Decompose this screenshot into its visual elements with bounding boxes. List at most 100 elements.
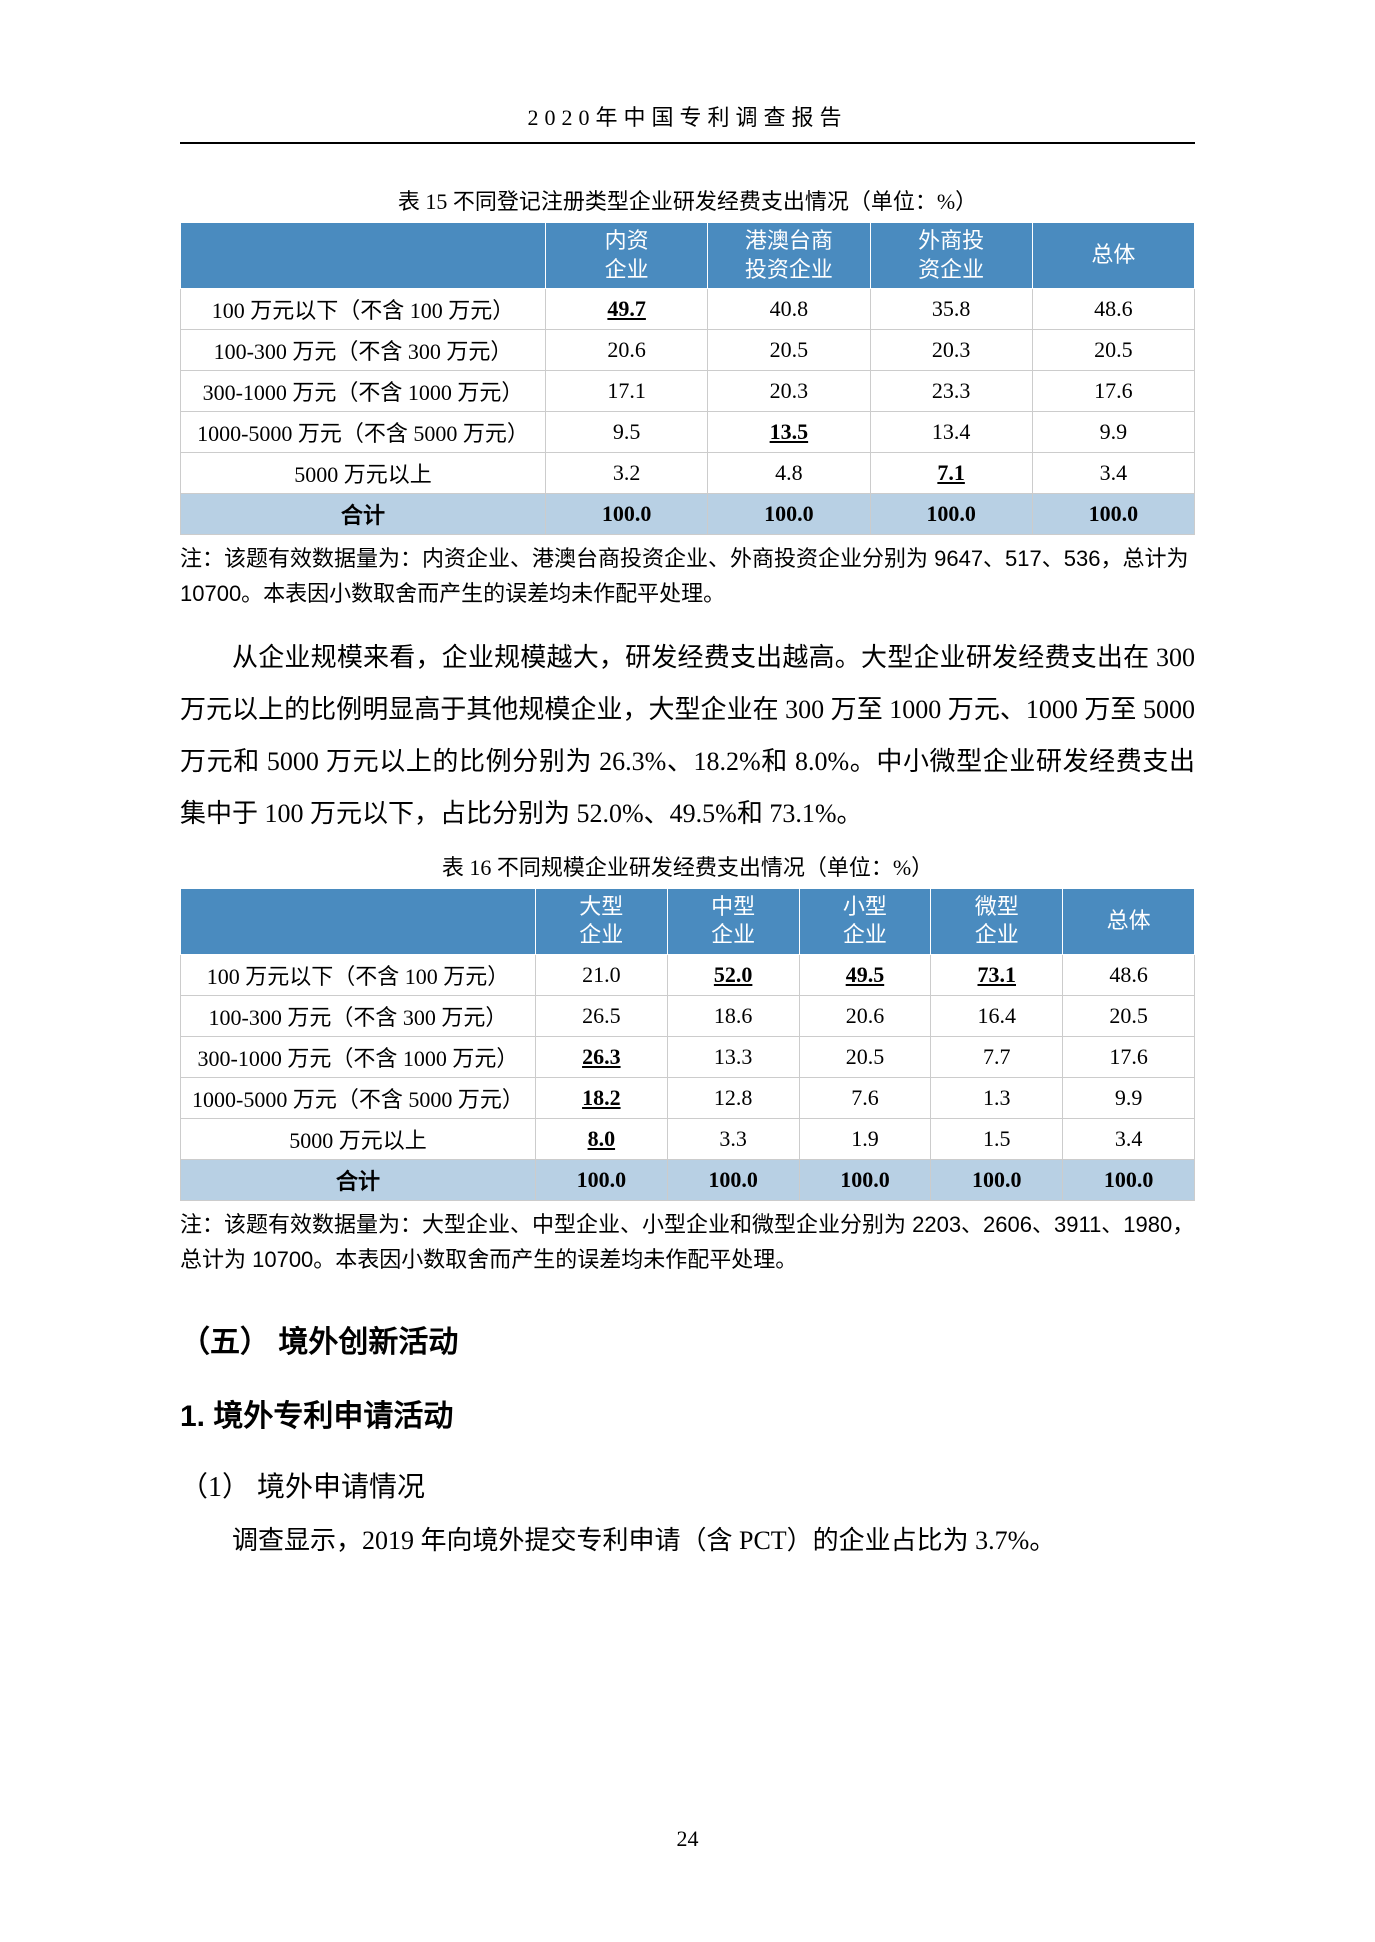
- table15-note: 注：该题有效数据量为：内资企业、港澳台商投资企业、外商投资企业分别为 9647、…: [180, 541, 1195, 611]
- data-cell: 13.4: [870, 412, 1032, 453]
- column-header: 微型企业: [931, 888, 1063, 954]
- column-header: 内资企业: [546, 223, 708, 289]
- table-row: 100 万元以下（不含 100 万元）21.052.049.573.148.6: [181, 954, 1195, 995]
- column-header: 总体: [1063, 888, 1195, 954]
- total-cell: 100.0: [708, 494, 870, 535]
- data-cell: 20.3: [708, 371, 870, 412]
- row-label: 100-300 万元（不含 300 万元）: [181, 330, 546, 371]
- total-cell: 100.0: [667, 1159, 799, 1200]
- data-cell: 20.5: [708, 330, 870, 371]
- total-cell: 100.0: [931, 1159, 1063, 1200]
- table16: 大型企业中型企业小型企业微型企业总体100 万元以下（不含 100 万元）21.…: [180, 888, 1195, 1201]
- column-header: 港澳台商投资企业: [708, 223, 870, 289]
- data-cell: 1.9: [799, 1118, 931, 1159]
- data-cell: 3.2: [546, 453, 708, 494]
- total-cell: 100.0: [799, 1159, 931, 1200]
- paragraph-1: 从企业规模来看，企业规模越大，研发经费支出越高。大型企业研发经费支出在 300 …: [180, 632, 1195, 840]
- subsection-heading-2: （1） 境外申请情况: [180, 1465, 1195, 1505]
- total-row: 合计100.0100.0100.0100.0100.0: [181, 1159, 1195, 1200]
- data-cell: 12.8: [667, 1077, 799, 1118]
- data-cell: 21.0: [535, 954, 667, 995]
- data-cell: 3.4: [1032, 453, 1194, 494]
- data-cell: 20.6: [799, 995, 931, 1036]
- row-label: 300-1000 万元（不含 1000 万元）: [181, 371, 546, 412]
- data-cell: 20.3: [870, 330, 1032, 371]
- total-cell: 100.0: [1032, 494, 1194, 535]
- table15-caption: 表 15 不同登记注册类型企业研发经费支出情况（单位：%）: [180, 184, 1195, 216]
- data-cell: 49.7: [546, 289, 708, 330]
- data-cell: 23.3: [870, 371, 1032, 412]
- table-row: 300-1000 万元（不含 1000 万元）17.120.323.317.6: [181, 371, 1195, 412]
- data-cell: 1.5: [931, 1118, 1063, 1159]
- total-cell: 100.0: [535, 1159, 667, 1200]
- data-cell: 13.3: [667, 1036, 799, 1077]
- data-cell: 3.3: [667, 1118, 799, 1159]
- table-row: 100-300 万元（不含 300 万元）20.620.520.320.5: [181, 330, 1195, 371]
- row-label: 1000-5000 万元（不含 5000 万元）: [181, 412, 546, 453]
- total-label: 合计: [181, 494, 546, 535]
- paragraph-2: 调查显示，2019 年向境外提交专利申请（含 PCT）的企业占比为 3.7%。: [180, 1515, 1195, 1567]
- data-cell: 26.3: [535, 1036, 667, 1077]
- data-cell: 18.6: [667, 995, 799, 1036]
- table15: 内资企业港澳台商投资企业外商投资企业总体100 万元以下（不含 100 万元）4…: [180, 222, 1195, 535]
- data-cell: 20.5: [1032, 330, 1194, 371]
- column-header: [181, 888, 536, 954]
- total-cell: 100.0: [546, 494, 708, 535]
- data-cell: 20.5: [1063, 995, 1195, 1036]
- table-row: 5000 万元以上8.03.31.91.53.4: [181, 1118, 1195, 1159]
- data-cell: 52.0: [667, 954, 799, 995]
- data-cell: 1.3: [931, 1077, 1063, 1118]
- data-cell: 73.1: [931, 954, 1063, 995]
- table-row: 300-1000 万元（不含 1000 万元）26.313.320.57.717…: [181, 1036, 1195, 1077]
- data-cell: 8.0: [535, 1118, 667, 1159]
- page-number: 24: [0, 1826, 1375, 1852]
- row-label: 100-300 万元（不含 300 万元）: [181, 995, 536, 1036]
- data-cell: 3.4: [1063, 1118, 1195, 1159]
- table16-note: 注：该题有效数据量为：大型企业、中型企业、小型企业和微型企业分别为 2203、2…: [180, 1207, 1195, 1277]
- column-header: [181, 223, 546, 289]
- data-cell: 26.5: [535, 995, 667, 1036]
- data-cell: 9.9: [1063, 1077, 1195, 1118]
- data-cell: 49.5: [799, 954, 931, 995]
- row-label: 5000 万元以上: [181, 1118, 536, 1159]
- table-row: 100-300 万元（不含 300 万元）26.518.620.616.420.…: [181, 995, 1195, 1036]
- row-label: 5000 万元以上: [181, 453, 546, 494]
- row-label: 300-1000 万元（不含 1000 万元）: [181, 1036, 536, 1077]
- data-cell: 48.6: [1032, 289, 1194, 330]
- data-cell: 20.6: [546, 330, 708, 371]
- column-header: 大型企业: [535, 888, 667, 954]
- data-cell: 9.9: [1032, 412, 1194, 453]
- data-cell: 35.8: [870, 289, 1032, 330]
- data-cell: 40.8: [708, 289, 870, 330]
- table-row: 100 万元以下（不含 100 万元）49.740.835.848.6: [181, 289, 1195, 330]
- column-header: 总体: [1032, 223, 1194, 289]
- section-heading: （五） 境外创新活动: [180, 1317, 1195, 1361]
- data-cell: 48.6: [1063, 954, 1195, 995]
- total-cell: 100.0: [870, 494, 1032, 535]
- column-header: 中型企业: [667, 888, 799, 954]
- data-cell: 4.8: [708, 453, 870, 494]
- data-cell: 17.6: [1032, 371, 1194, 412]
- total-cell: 100.0: [1063, 1159, 1195, 1200]
- data-cell: 13.5: [708, 412, 870, 453]
- row-label: 1000-5000 万元（不含 5000 万元）: [181, 1077, 536, 1118]
- data-cell: 20.5: [799, 1036, 931, 1077]
- data-cell: 7.6: [799, 1077, 931, 1118]
- data-cell: 16.4: [931, 995, 1063, 1036]
- data-cell: 17.6: [1063, 1036, 1195, 1077]
- row-label: 100 万元以下（不含 100 万元）: [181, 289, 546, 330]
- column-header: 小型企业: [799, 888, 931, 954]
- table-row: 1000-5000 万元（不含 5000 万元）18.212.87.61.39.…: [181, 1077, 1195, 1118]
- data-cell: 7.7: [931, 1036, 1063, 1077]
- column-header: 外商投资企业: [870, 223, 1032, 289]
- row-label: 100 万元以下（不含 100 万元）: [181, 954, 536, 995]
- page-header: 2020年中国专利调查报告: [180, 100, 1195, 144]
- document-page: 2020年中国专利调查报告 表 15 不同登记注册类型企业研发经费支出情况（单位…: [0, 0, 1375, 1942]
- total-row: 合计100.0100.0100.0100.0: [181, 494, 1195, 535]
- table16-caption: 表 16 不同规模企业研发经费支出情况（单位：%）: [180, 850, 1195, 882]
- table-row: 1000-5000 万元（不含 5000 万元）9.513.513.49.9: [181, 412, 1195, 453]
- data-cell: 17.1: [546, 371, 708, 412]
- data-cell: 18.2: [535, 1077, 667, 1118]
- data-cell: 9.5: [546, 412, 708, 453]
- total-label: 合计: [181, 1159, 536, 1200]
